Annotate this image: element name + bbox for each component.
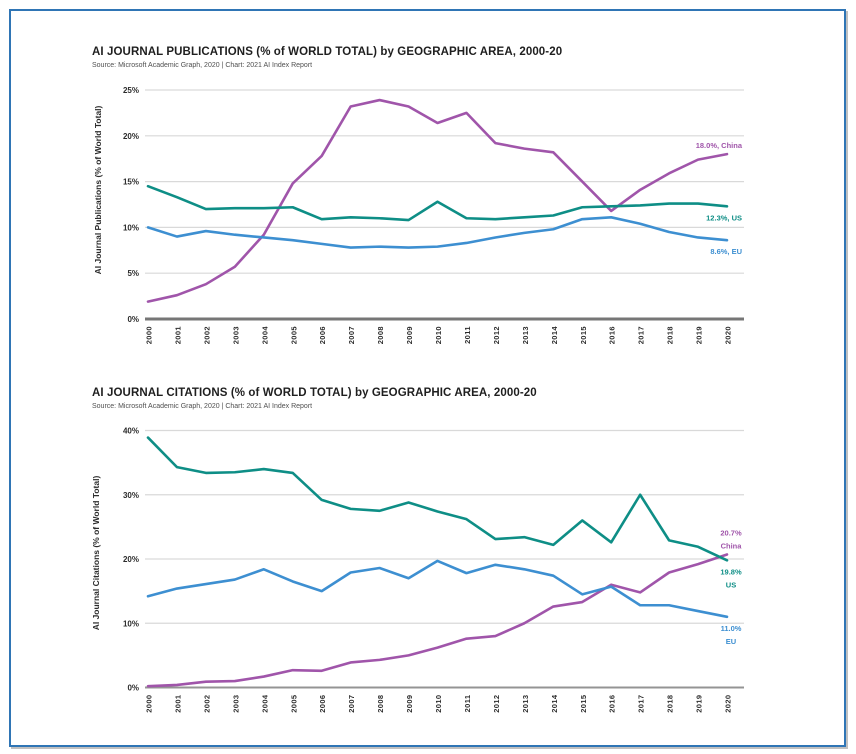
x-tick-label-2018: 2018 — [666, 326, 675, 344]
x-tick-label-2019: 2019 — [695, 695, 704, 713]
series-line-us — [146, 184, 729, 222]
y-tick-label: 5% — [127, 269, 139, 278]
y-tick-label: 40% — [123, 427, 139, 436]
y-tick-label: 25% — [123, 86, 139, 95]
x-tick-label-2007: 2007 — [347, 695, 356, 713]
x-tick-label-2008: 2008 — [376, 326, 385, 344]
citations-chart-source: Source: Microsoft Academic Graph, 2020 |… — [92, 403, 313, 410]
series-line-china — [146, 553, 729, 688]
x-tick-label-2009: 2009 — [405, 695, 414, 713]
x-tick-label-2007: 2007 — [347, 326, 356, 344]
y-tick-label: 20% — [123, 132, 139, 141]
series-end-label-eu: 11.0% — [721, 624, 742, 633]
series-end-label-china: China — [721, 542, 743, 551]
x-tick-label-2001: 2001 — [173, 695, 182, 713]
citations-y-axis-title: AI Journal Citations (% of World Total) — [91, 476, 101, 631]
publications-chart: 0% 5% 10% 15% 20% 25% 2000 2001 2002 2003 2004 2005… — [93, 86, 744, 344]
x-tick-label-2020: 2020 — [724, 326, 733, 344]
series-line-china — [146, 98, 729, 303]
x-tick-label-2013: 2013 — [521, 695, 530, 713]
x-tick-label-2020: 2020 — [724, 695, 733, 713]
x-tick-label-2015: 2015 — [579, 326, 588, 344]
publications-chart-title: AI JOURNAL PUBLICATIONS (% of WORLD TOTA… — [92, 46, 563, 58]
series-end-label-eu: 8.6%, EU — [710, 247, 742, 256]
x-tick-label-2012: 2012 — [492, 695, 501, 713]
x-tick-label-2000: 2000 — [145, 695, 154, 713]
series-line-us — [146, 436, 729, 562]
x-tick-label-2003: 2003 — [231, 695, 240, 713]
x-tick-label-2001: 2001 — [173, 326, 182, 344]
series-end-label-eu: EU — [726, 637, 736, 646]
x-tick-label-2006: 2006 — [318, 695, 327, 713]
citations-chart: 0% 10% 20% 30% 40% 2000 2001 2002 2003 2004 2005 20… — [91, 427, 744, 713]
citations-chart-title: AI JOURNAL CITATIONS (% of WORLD TOTAL) … — [92, 387, 537, 399]
x-tick-label-2004: 2004 — [260, 326, 269, 345]
x-tick-label-2005: 2005 — [289, 695, 298, 713]
x-tick-label-2011: 2011 — [463, 326, 472, 344]
series-line-eu — [146, 559, 729, 619]
x-tick-label-2013: 2013 — [521, 326, 530, 344]
x-tick-label-2009: 2009 — [405, 326, 414, 344]
x-tick-label-2017: 2017 — [637, 326, 646, 344]
series-end-label-us: US — [726, 580, 736, 589]
x-tick-label-2005: 2005 — [289, 326, 298, 344]
x-tick-label-2002: 2002 — [202, 326, 211, 344]
y-tick-label: 10% — [123, 619, 139, 628]
x-tick-label-2016: 2016 — [608, 326, 617, 344]
x-tick-label-2003: 2003 — [231, 326, 240, 344]
x-tick-label-2004: 2004 — [260, 694, 269, 713]
x-tick-label-2019: 2019 — [695, 326, 704, 344]
y-tick-label: 15% — [123, 178, 139, 187]
page-border-frame — [9, 9, 846, 747]
y-tick-label: 30% — [123, 491, 139, 500]
publications-chart-source: Source: Microsoft Academic Graph, 2020 |… — [92, 62, 313, 69]
series-line-eu — [146, 216, 729, 249]
y-tick-label: 0% — [127, 684, 139, 693]
x-tick-label-2011: 2011 — [463, 695, 472, 713]
x-tick-label-2012: 2012 — [492, 326, 501, 344]
y-tick-label: 0% — [127, 315, 139, 324]
series-end-label-us: 12.3%, US — [706, 213, 742, 222]
x-tick-label-2008: 2008 — [376, 695, 385, 713]
x-tick-label-2010: 2010 — [434, 695, 443, 713]
x-tick-label-2017: 2017 — [637, 695, 646, 713]
y-tick-label: 10% — [123, 223, 139, 232]
series-end-label-china: 20.7% — [720, 529, 742, 538]
x-tick-label-2018: 2018 — [666, 695, 675, 713]
x-tick-label-2014: 2014 — [550, 326, 559, 345]
x-tick-label-2016: 2016 — [608, 695, 617, 713]
series-end-label-china: 18.0%, China — [696, 141, 743, 150]
series-end-label-us: 19.8% — [720, 567, 742, 576]
x-tick-label-2015: 2015 — [579, 695, 588, 713]
x-tick-label-2002: 2002 — [202, 695, 211, 713]
publications-y-axis-title: AI Journal Publications (% of World Tota… — [93, 105, 103, 274]
x-tick-label-2000: 2000 — [145, 326, 154, 344]
y-tick-label: 20% — [123, 555, 139, 564]
x-tick-label-2010: 2010 — [434, 326, 443, 344]
x-tick-label-2014: 2014 — [550, 694, 559, 713]
x-tick-label-2006: 2006 — [318, 326, 327, 344]
